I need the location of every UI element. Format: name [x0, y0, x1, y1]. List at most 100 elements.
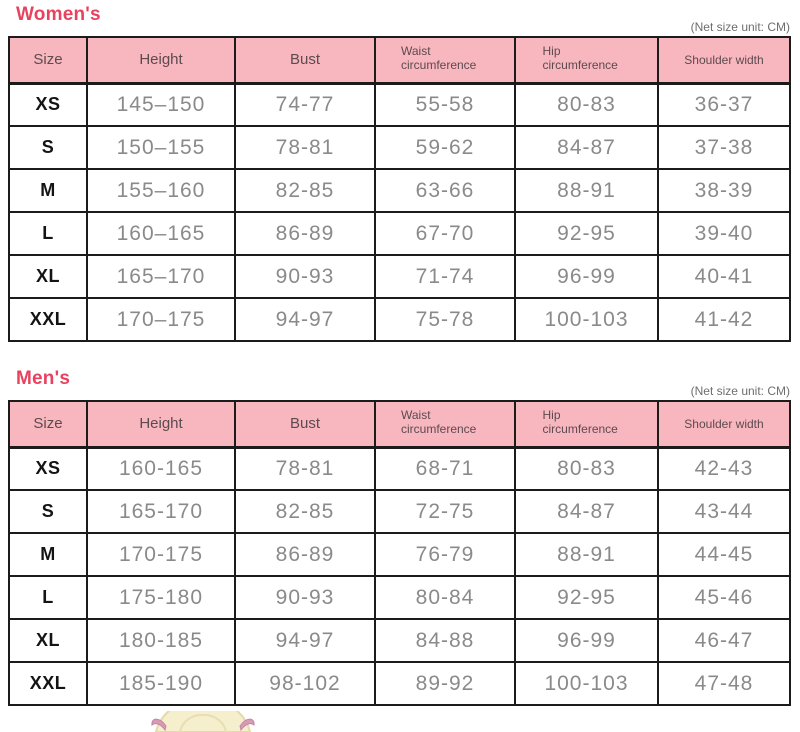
net-size-note: (Net size unit: CM)	[690, 20, 790, 34]
table-body: XS 145–150 74-77 55-58 80-83 36-37 S 150–155 78-…	[8, 82, 791, 342]
value-cell: 160-165	[86, 446, 236, 491]
value-cell: 38-39	[657, 168, 791, 213]
value-cell: 37-38	[657, 125, 791, 170]
header-row: Size Height Bust Waist circumference Hip cir…	[8, 36, 791, 85]
column-header-label: Hip circumference	[542, 408, 618, 437]
value-cell: 72-75	[374, 489, 516, 534]
value-cell: 46-47	[657, 618, 791, 663]
value-cell: 59-62	[374, 125, 516, 170]
value-cell: 96-99	[514, 618, 659, 663]
table-row: XXL 185-190 98-102 89-92 100-103 47-48	[8, 661, 791, 706]
value-cell: 92-95	[514, 211, 659, 256]
column-header-label: Height	[139, 50, 183, 68]
size-cell: L	[8, 211, 88, 256]
value-cell: 88-91	[514, 532, 659, 577]
column-header-label: Height	[139, 414, 183, 432]
section-mens: Men's (Net size unit: CM) Size Height Bust…	[0, 342, 800, 706]
value-cell: 89-92	[374, 661, 516, 706]
value-cell: 75-78	[374, 297, 516, 342]
value-cell: 80-84	[374, 575, 516, 620]
column-header: Bust	[234, 36, 376, 85]
table-row: L 160–165 86-89 67-70 92-95 39-40	[8, 211, 791, 256]
value-cell: 96-99	[514, 254, 659, 299]
value-cell: 94-97	[234, 297, 376, 342]
table-row: M 155–160 82-85 63-66 88-91 38-39	[8, 168, 791, 213]
column-header-label: Bust	[289, 414, 320, 432]
size-cell: S	[8, 125, 88, 170]
size-cell: L	[8, 575, 88, 620]
value-cell: 165–170	[86, 254, 236, 299]
value-cell: 185-190	[86, 661, 236, 706]
size-cell: XL	[8, 618, 88, 663]
header-row: Size Height Bust Waist circumference Hip cir…	[8, 400, 791, 449]
column-header-label: Waist circumference	[401, 44, 477, 73]
column-header: Waist circumference	[374, 400, 516, 449]
value-cell: 100-103	[514, 297, 659, 342]
value-cell: 84-87	[514, 489, 659, 534]
size-cell: XXL	[8, 297, 88, 342]
value-cell: 43-44	[657, 489, 791, 534]
value-cell: 170-175	[86, 532, 236, 577]
column-header: Size	[8, 36, 88, 85]
value-cell: 74-77	[234, 82, 376, 127]
value-cell: 78-81	[234, 446, 376, 491]
value-cell: 175-180	[86, 575, 236, 620]
size-cell: M	[8, 168, 88, 213]
table-row: XS 160-165 78-81 68-71 80-83 42-43	[8, 446, 791, 491]
value-cell: 84-88	[374, 618, 516, 663]
column-header: Height	[86, 36, 236, 85]
value-cell: 71-74	[374, 254, 516, 299]
section-womens: Women's (Net size unit: CM) Size Height Bu…	[0, 0, 800, 342]
value-cell: 160–165	[86, 211, 236, 256]
column-header: Hip circumference	[514, 36, 659, 85]
womens-section-header: Women's (Net size unit: CM)	[0, 0, 800, 36]
value-cell: 180-185	[86, 618, 236, 663]
size-cell: M	[8, 532, 88, 577]
value-cell: 84-87	[514, 125, 659, 170]
value-cell: 82-85	[234, 489, 376, 534]
column-header: Waist circumference	[374, 36, 516, 85]
column-header-label: Size	[33, 414, 63, 432]
column-header-label: Hip circumference	[542, 44, 618, 73]
size-cell: XXL	[8, 661, 88, 706]
size-cell: S	[8, 489, 88, 534]
table-header: Size Height Bust Waist circumference Hip cir…	[8, 400, 791, 449]
net-size-note: (Net size unit: CM)	[690, 384, 790, 398]
value-cell: 78-81	[234, 125, 376, 170]
value-cell: 63-66	[374, 168, 516, 213]
mens-size-table: Size Height Bust Waist circumference Hip cir…	[8, 400, 791, 706]
table-row: XXL 170–175 94-97 75-78 100-103 41-42	[8, 297, 791, 342]
table-row: M 170-175 86-89 76-79 88-91 44-45	[8, 532, 791, 577]
column-header: Bust	[234, 400, 376, 449]
column-header-label: Waist circumference	[401, 408, 477, 437]
value-cell: 55-58	[374, 82, 516, 127]
table-row: XL 165–170 90-93 71-74 96-99 40-41	[8, 254, 791, 299]
table-body: XS 160-165 78-81 68-71 80-83 42-43 S 165-170 82-…	[8, 446, 791, 706]
table-row: L 175-180 90-93 80-84 92-95 45-46	[8, 575, 791, 620]
value-cell: 165-170	[86, 489, 236, 534]
value-cell: 80-83	[514, 446, 659, 491]
value-cell: 41-42	[657, 297, 791, 342]
value-cell: 82-85	[234, 168, 376, 213]
value-cell: 86-89	[234, 211, 376, 256]
value-cell: 155–160	[86, 168, 236, 213]
value-cell: 40-41	[657, 254, 791, 299]
size-cell: XL	[8, 254, 88, 299]
value-cell: 150–155	[86, 125, 236, 170]
value-cell: 45-46	[657, 575, 791, 620]
column-header: Hip circumference	[514, 400, 659, 449]
column-header-label: Shoulder width	[684, 52, 764, 67]
value-cell: 39-40	[657, 211, 791, 256]
value-cell: 36-37	[657, 82, 791, 127]
value-cell: 42-43	[657, 446, 791, 491]
value-cell: 90-93	[234, 575, 376, 620]
value-cell: 80-83	[514, 82, 659, 127]
value-cell: 90-93	[234, 254, 376, 299]
table-header: Size Height Bust Waist circumference Hip cir…	[8, 36, 791, 85]
column-header: Shoulder width	[657, 400, 791, 449]
column-header-label: Bust	[289, 50, 320, 68]
decorative-character-image	[151, 711, 255, 732]
value-cell: 98-102	[234, 661, 376, 706]
value-cell: 170–175	[86, 297, 236, 342]
column-header-label: Size	[33, 50, 63, 68]
